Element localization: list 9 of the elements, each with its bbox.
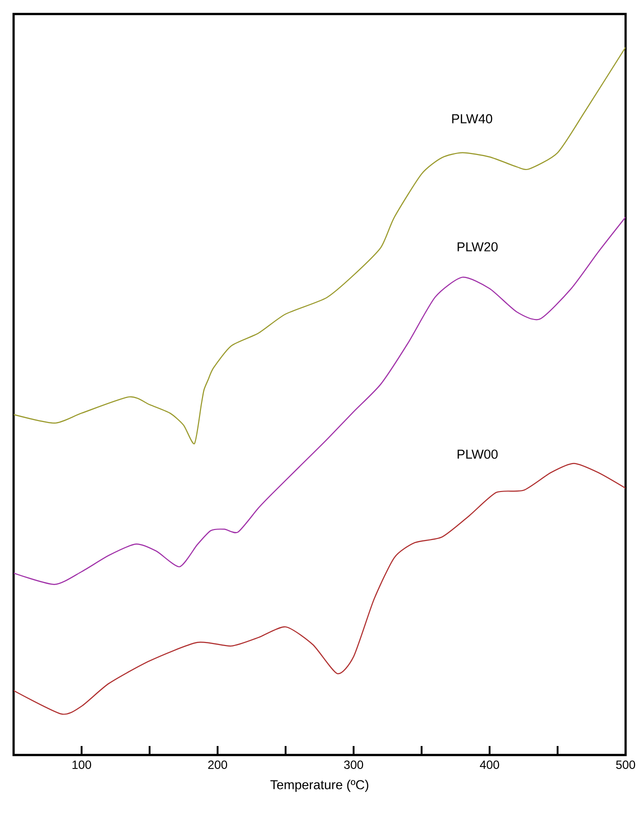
text: PLW20 <box>458 242 498 252</box>
x-tick-label: 100 <box>72 760 92 769</box>
x-tick-label: 500 <box>616 760 636 769</box>
x-axis-title: Temperature (ºC) <box>270 780 368 792</box>
x-tick-label: 300 <box>344 760 364 769</box>
x-tick-label: 400 <box>480 760 500 769</box>
text: PLW40 <box>452 114 492 124</box>
text: PLW00 <box>458 450 498 459</box>
x-tick-label: 200 <box>208 760 228 769</box>
